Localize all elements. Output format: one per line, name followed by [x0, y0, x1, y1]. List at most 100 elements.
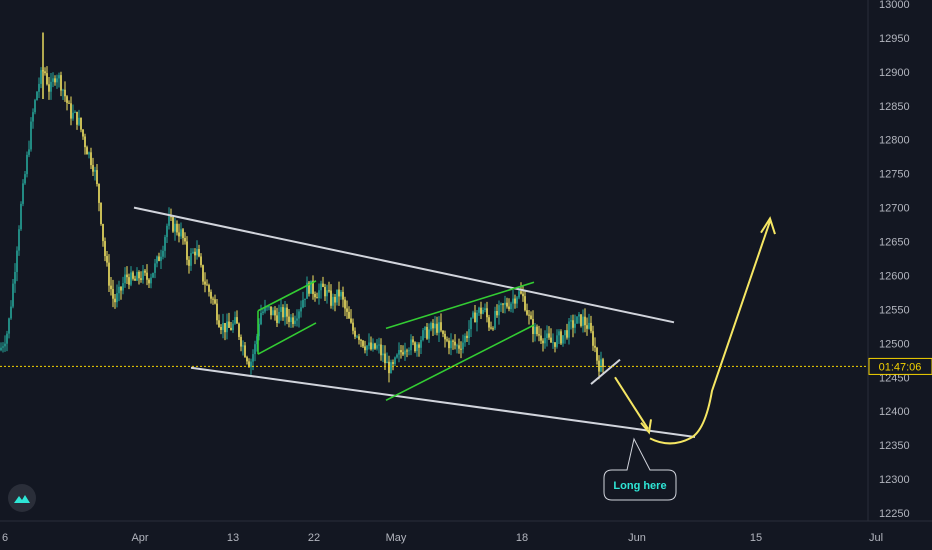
- candle-body: [72, 112, 74, 119]
- candle-body: [290, 317, 292, 322]
- candle-body: [370, 342, 372, 350]
- candle-body: [216, 303, 218, 321]
- candle-body: [408, 350, 410, 352]
- candle-body: [6, 333, 8, 344]
- candle-body: [524, 296, 526, 311]
- candle-body: [352, 322, 354, 331]
- candle-body: [500, 303, 502, 306]
- candle-body: [212, 298, 214, 300]
- candle-body: [502, 303, 504, 305]
- y-tick-label: 12600: [879, 270, 910, 282]
- lower-trendline[interactable]: [190, 366, 696, 438]
- candle-body: [594, 345, 596, 348]
- candle-body: [140, 278, 142, 280]
- candle-body: [228, 321, 230, 328]
- candle-body: [248, 361, 250, 367]
- candle-body: [224, 322, 226, 333]
- candle-body: [422, 330, 424, 340]
- candle-body: [418, 344, 420, 348]
- candle-body: [104, 241, 106, 257]
- candle-body: [560, 331, 562, 344]
- breakout-line[interactable]: [590, 358, 621, 385]
- candle-body: [134, 278, 136, 281]
- candle-body: [486, 308, 488, 318]
- candle-body: [536, 326, 538, 335]
- candle-body: [562, 335, 564, 344]
- candle-body: [202, 265, 204, 282]
- candle-body: [158, 256, 160, 261]
- candle-body: [468, 329, 470, 339]
- candle-body: [528, 314, 530, 316]
- candle-body: [124, 274, 126, 284]
- candle-body: [566, 330, 568, 338]
- candle-body: [578, 314, 580, 317]
- candle-body: [148, 279, 150, 284]
- candle-body: [374, 343, 376, 349]
- candle-body: [332, 296, 334, 306]
- april-channel-upper[interactable]: [257, 280, 317, 312]
- candle-body: [0, 347, 2, 351]
- y-tick-label: 12950: [879, 33, 910, 45]
- candle-body: [118, 286, 120, 294]
- candle-body: [218, 320, 220, 327]
- y-tick-label: 12800: [879, 135, 910, 147]
- candle-body: [160, 256, 162, 261]
- candle-body: [238, 323, 240, 337]
- candle-body: [60, 75, 62, 91]
- candle-body: [192, 251, 194, 254]
- candle-body: [484, 308, 486, 311]
- candle-body: [40, 70, 42, 84]
- candle-body: [46, 73, 48, 85]
- candle-body: [256, 336, 258, 345]
- candle-body: [602, 359, 604, 368]
- candle-body: [300, 307, 302, 312]
- may-channel-lower[interactable]: [385, 324, 535, 402]
- long-here-callout[interactable]: Long here: [603, 437, 677, 501]
- candle-body: [436, 323, 438, 333]
- x-axis: 6 Apr 13 22 May 18 Jun 15 Jul: [2, 532, 883, 544]
- candle-body: [206, 284, 208, 286]
- x-tick-label: 22: [308, 532, 320, 544]
- candle-body: [580, 314, 582, 326]
- y-axis: 13000 12950 12900 12850 12800 12750 12700 12650…: [879, 0, 910, 520]
- candle-body: [576, 316, 578, 324]
- candle-body: [86, 147, 88, 155]
- candle-body: [510, 303, 512, 310]
- candle-body: [420, 339, 422, 348]
- candle-body: [154, 263, 156, 273]
- y-tick-label: 12450: [879, 372, 910, 384]
- candle-body: [64, 89, 66, 97]
- candle-body: [554, 342, 556, 347]
- candle-body: [542, 340, 544, 344]
- candle-body: [452, 340, 454, 342]
- candle-body: [350, 318, 352, 323]
- upper-trendline[interactable]: [133, 206, 675, 324]
- candle-body: [346, 308, 348, 312]
- candle-body: [24, 174, 26, 184]
- candle-body: [246, 357, 248, 362]
- candle-body: [552, 342, 554, 344]
- candle-body: [380, 344, 382, 356]
- candle-body: [386, 361, 388, 364]
- candle-body: [110, 285, 112, 290]
- candle-body: [462, 342, 464, 350]
- candle-body: [460, 348, 462, 350]
- candle-body: [574, 323, 576, 328]
- candle-body: [242, 345, 244, 347]
- may-channel-upper[interactable]: [385, 281, 535, 330]
- x-tick-label: Apr: [131, 532, 148, 544]
- candle-body: [296, 318, 298, 321]
- april-channel-lower[interactable]: [257, 322, 317, 355]
- candle-body: [26, 154, 28, 175]
- candle-body: [476, 312, 478, 323]
- projection-up: [649, 220, 771, 445]
- logo-icon[interactable]: [8, 484, 36, 512]
- candle-body: [272, 310, 274, 316]
- candle-body: [338, 289, 340, 297]
- candle-body: [410, 339, 412, 351]
- candle-body: [74, 111, 76, 113]
- candle-body: [190, 253, 192, 266]
- candle-body: [588, 322, 590, 329]
- candle-body: [44, 71, 46, 74]
